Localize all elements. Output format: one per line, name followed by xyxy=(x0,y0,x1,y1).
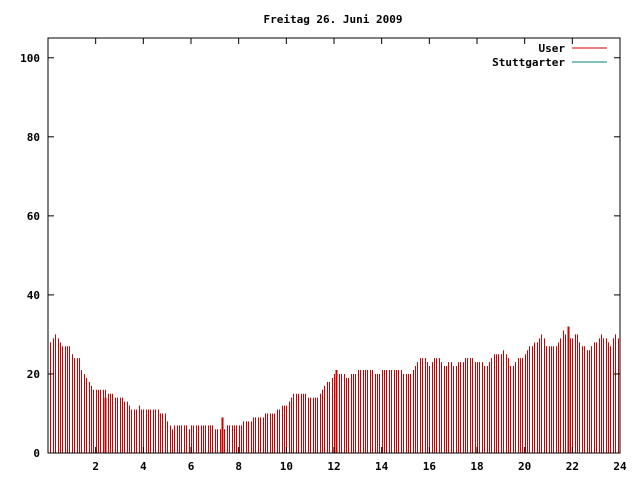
y-tick-label: 80 xyxy=(27,131,40,144)
y-tick-label: 0 xyxy=(33,447,40,460)
y-tick-label: 40 xyxy=(27,289,40,302)
x-tick-label: 24 xyxy=(613,460,627,473)
x-tick-label: 12 xyxy=(327,460,340,473)
legend: User Stuttgarter xyxy=(492,42,607,69)
x-tick-label: 4 xyxy=(140,460,147,473)
legend-label-user: User xyxy=(539,42,566,55)
y-tick-label: 20 xyxy=(27,368,40,381)
x-tick-label: 16 xyxy=(423,460,437,473)
x-tick-label: 22 xyxy=(566,460,579,473)
chart-title: Freitag 26. Juni 2009 xyxy=(263,13,402,26)
x-tick-label: 2 xyxy=(92,460,99,473)
y-tick-label: 60 xyxy=(27,210,40,223)
y-tick-label: 100 xyxy=(20,52,40,65)
x-tick-label: 10 xyxy=(280,460,293,473)
x-tick-label: 18 xyxy=(470,460,483,473)
x-tick-label: 20 xyxy=(518,460,531,473)
legend-label-stuttgarter: Stuttgarter xyxy=(492,56,565,69)
x-tick-label: 14 xyxy=(375,460,389,473)
bars-layer xyxy=(50,326,619,453)
x-tick-label: 6 xyxy=(188,460,195,473)
x-tick-label: 8 xyxy=(235,460,242,473)
